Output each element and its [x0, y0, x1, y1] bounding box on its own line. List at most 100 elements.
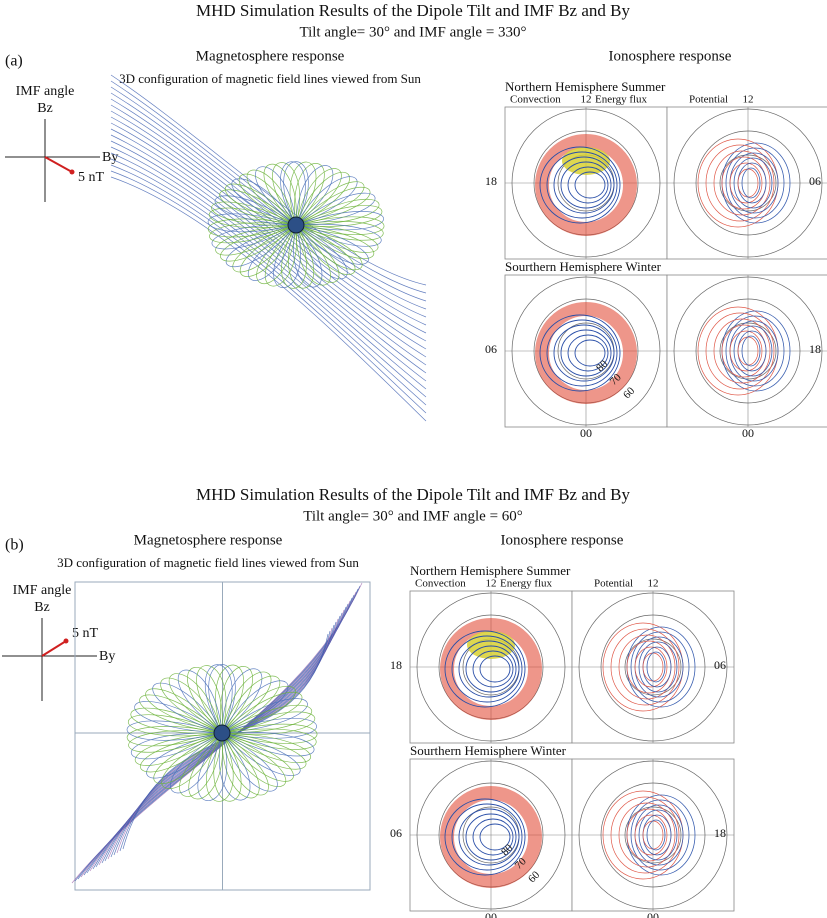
field-line [294, 163, 325, 226]
latitude-ring [600, 614, 706, 720]
field-line [128, 730, 223, 753]
field-line [130, 707, 223, 734]
panel-label: (b) [5, 537, 24, 554]
field-line [295, 172, 350, 226]
field-line [221, 717, 317, 739]
imf-arrow-head [69, 169, 75, 175]
field-line [295, 198, 380, 226]
field-lines [110, 74, 427, 422]
field-line [134, 732, 223, 766]
potential-contour [630, 799, 690, 871]
imf-title: IMF angle [16, 84, 75, 99]
hemisphere-label: Sourthern Hemisphere Winter [505, 259, 662, 274]
field-line [197, 732, 228, 801]
imf-arrow [44, 156, 73, 173]
clock-label: 18 [485, 174, 497, 188]
clock-label: 06 [809, 174, 821, 188]
convection-contour [539, 314, 621, 392]
axis-label: By [99, 649, 115, 664]
potential-contour [630, 631, 690, 703]
field-line [221, 698, 308, 734]
field-line [221, 668, 263, 734]
potential-contour [713, 318, 771, 384]
field-line [126, 720, 223, 741]
field-line [110, 128, 427, 358]
field-line [134, 701, 223, 734]
potential-contour [729, 162, 763, 204]
convection-contour [444, 798, 526, 876]
field-line [211, 201, 297, 226]
potential-contour [705, 312, 775, 390]
field-line [207, 218, 297, 238]
hemisphere-label: Northern Hemisphere Summer [505, 79, 666, 94]
energy-flux-peak [467, 631, 515, 659]
section-heading: Magnetosphere response [196, 48, 345, 64]
undefined: Tilt angle= 30° and IMF angle = 60° [303, 508, 523, 524]
convection-contour [472, 650, 514, 688]
field-line [170, 732, 223, 794]
clock-label: 12 [486, 578, 497, 590]
axis-label: Bz [34, 600, 50, 615]
field-line [219, 189, 297, 226]
field-line [139, 732, 223, 773]
field-line [110, 92, 427, 310]
field-line [247, 224, 297, 281]
latitude-ring [578, 760, 728, 910]
clock-label: 00 [742, 426, 754, 440]
field-line [187, 667, 223, 734]
convection-contour [539, 146, 621, 224]
field-line [295, 192, 376, 226]
potential-contour [729, 330, 763, 372]
latitude-ring [719, 154, 777, 212]
potential-contour [618, 634, 676, 700]
section-heading: Ionosphere response [501, 532, 624, 548]
field-line [232, 224, 297, 273]
latitude-ring [600, 782, 706, 888]
undefined: Tilt angle= 30° and IMF angle = 330° [299, 24, 526, 40]
field-line [293, 224, 323, 288]
field-line [295, 224, 348, 280]
clock-label: 00 [647, 910, 659, 918]
field-line [255, 166, 297, 226]
hemisphere-label: Sourthern Hemisphere Winter [410, 743, 567, 758]
clock-label: 00 [485, 910, 497, 918]
field-line [221, 685, 296, 734]
field-line [139, 694, 223, 734]
potential-contour [638, 809, 678, 861]
energy-flux [440, 618, 542, 720]
field-line [208, 207, 297, 229]
field-line [295, 165, 334, 226]
undefined: MHD Simulation Results of the Dipole Til… [196, 485, 630, 504]
caption: 3D configuration of magnetic field lines… [119, 71, 421, 86]
field-line [110, 110, 427, 334]
field-line [160, 677, 223, 734]
field-line [295, 224, 363, 271]
field-line [204, 664, 233, 734]
potential-contour [725, 147, 785, 219]
latitude-ring [695, 298, 801, 404]
field-line [221, 711, 316, 735]
clock-label: 12 [581, 94, 592, 106]
potential-contour [634, 814, 668, 856]
field-line [221, 675, 281, 734]
convection-contour [458, 808, 520, 866]
convection-contour [465, 813, 517, 861]
field-line [211, 224, 297, 250]
field-line [161, 732, 223, 790]
potential-contour [725, 315, 785, 387]
potential-contour [713, 150, 771, 216]
undefined: MHD Simulation Results of the Dipole Til… [196, 1, 630, 20]
latitude-ring [511, 276, 661, 426]
clock-label: 06 [714, 658, 726, 672]
section-heading: Ionosphere response [609, 48, 732, 64]
potential-contour [618, 802, 676, 868]
field-line [146, 732, 223, 779]
clock-label: 06 [485, 342, 497, 356]
column-label: Potential [594, 578, 633, 590]
column-label: Energy flux [500, 578, 553, 590]
field-line [295, 216, 385, 236]
field-line [196, 665, 227, 734]
field-line [264, 224, 298, 287]
field-line [188, 732, 224, 800]
latitude-ring [624, 806, 682, 864]
